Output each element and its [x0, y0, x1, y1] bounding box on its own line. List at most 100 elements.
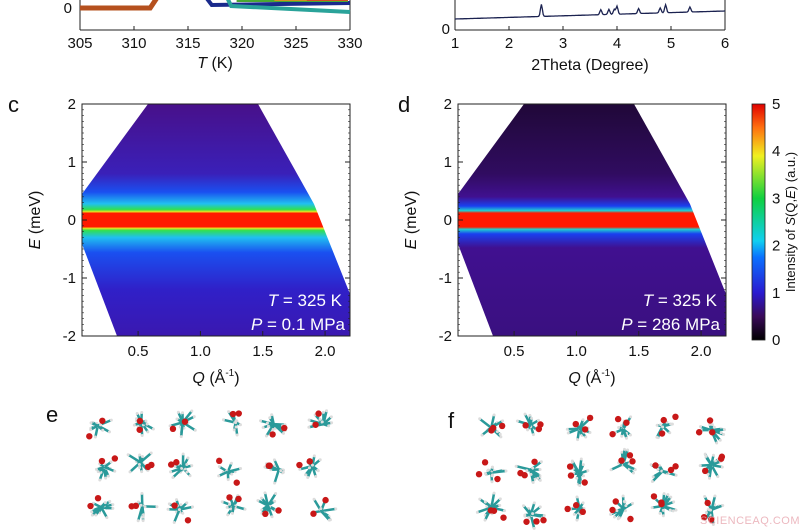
molecule-bond [94, 506, 103, 516]
hydrogen-atom [536, 418, 540, 422]
oxygen-atom [312, 421, 319, 428]
hydrogen-atom [259, 419, 263, 423]
molecule-bond [173, 509, 181, 523]
hydrogen-atom [576, 438, 580, 442]
molecule-bond [710, 495, 717, 511]
hydrogen-atom [668, 508, 672, 512]
oxygen-atom [581, 426, 589, 433]
panel-a-ytick: 0 [64, 0, 72, 17]
molecule-bond [578, 458, 583, 474]
hydrogen-atom [268, 416, 272, 420]
hydrogen-atom [90, 513, 94, 517]
molecule-bond [103, 465, 116, 473]
panel-b-diffraction-line [455, 2, 725, 20]
hydrogen-atom [538, 478, 542, 482]
hydrogen-atom [565, 427, 569, 431]
panel-a-xtick: 315 [175, 35, 200, 52]
hydrogen-atom [623, 500, 627, 504]
hydrogen-atom [217, 474, 221, 478]
oxygen-atom [540, 516, 547, 524]
hydrogen-atom [220, 500, 224, 504]
hydrogen-atom [504, 469, 508, 473]
molecule-bond [491, 469, 507, 474]
hydrogen-atom [699, 425, 703, 429]
hydrogen-atom [622, 447, 626, 451]
molecule-bond [529, 502, 536, 515]
hydrogen-atom [330, 421, 334, 425]
hydrogen-atom [620, 434, 624, 438]
oxygen-atom [718, 453, 726, 460]
colorbar-tick: 2 [772, 238, 780, 255]
molecule-bond [320, 507, 336, 513]
hydrogen-atom [190, 409, 194, 413]
molecule-bond [529, 468, 539, 480]
colorbar-tick: 5 [772, 96, 780, 113]
hydrogen-atom [579, 457, 583, 461]
oxygen-atom [535, 425, 543, 433]
oxygen-atom [709, 429, 716, 436]
hydrogen-atom [704, 454, 708, 458]
hydrogen-atom [273, 499, 277, 503]
panel-c-ytick: 0 [68, 212, 76, 229]
oxygen-atom [481, 459, 489, 466]
hydrogen-atom [486, 468, 490, 472]
molecule-bond [227, 410, 237, 424]
hydrogen-atom [103, 501, 107, 505]
hydrogen-atom [478, 497, 482, 501]
panel-d-ytick: -2 [439, 328, 452, 345]
hydrogen-atom [703, 495, 707, 499]
oxygen-atom [614, 415, 622, 423]
oxygen-atom [169, 425, 177, 433]
hydrogen-atom [631, 501, 635, 505]
hydrogen-atom [140, 470, 144, 474]
hydrogen-atom [89, 428, 93, 432]
oxygen-atom [564, 505, 571, 513]
hydrogen-atom [478, 417, 482, 421]
hydrogen-atom [719, 431, 723, 435]
hydrogen-atom [485, 504, 489, 508]
hydrogen-atom [662, 492, 666, 496]
oxygen-atom [322, 496, 329, 504]
molecule-bond [571, 461, 581, 475]
molecule-bond [127, 453, 142, 464]
panel-a-xtick: 320 [229, 35, 254, 52]
hydrogen-atom [625, 436, 629, 440]
oxygen-atom [171, 502, 178, 509]
oxygen-atom [652, 462, 659, 469]
hydrogen-atom [708, 508, 712, 512]
oxygen-atom [658, 430, 666, 437]
oxygen-atom [609, 506, 616, 514]
hydrogen-atom [261, 425, 265, 429]
oxygen-atom [229, 410, 237, 418]
hydrogen-atom [109, 418, 113, 422]
panel-b-xrd-plot: 0 1 2 3 4 5 6 2Theta (Degree) [442, 21, 730, 74]
hydrogen-atom [145, 422, 149, 426]
oxygen-atom [275, 507, 282, 514]
oxygen-atom [567, 472, 575, 479]
hydrogen-atom [105, 516, 109, 520]
hydrogen-atom [581, 418, 585, 422]
hydrogen-atom [107, 430, 111, 434]
hydrogen-atom [575, 476, 579, 480]
hydrogen-atom [632, 471, 636, 475]
hydrogen-atom [626, 448, 630, 452]
molecule-bond [490, 492, 496, 508]
hydrogen-atom [138, 466, 142, 470]
oxygen-atom [618, 457, 625, 464]
panel-b-ytick: 0 [442, 21, 450, 38]
panel-a-xtick: 330 [337, 35, 362, 52]
oxygen-atom [658, 499, 665, 506]
panel-c-ytick: -2 [63, 328, 76, 345]
molecule-bond [273, 459, 281, 471]
oxygen-atom [523, 518, 530, 525]
hydrogen-atom [661, 514, 665, 518]
hydrogen-atom [271, 428, 275, 432]
hydrogen-atom [234, 425, 238, 429]
hydrogen-atom [226, 478, 230, 482]
hydrogen-atom [538, 468, 542, 472]
hydrogen-atom [104, 476, 108, 480]
panel-e-molecular-snapshot [86, 409, 338, 524]
hydrogen-atom [572, 512, 576, 516]
oxygen-atom [627, 515, 634, 523]
panel-label-e: e [46, 402, 58, 427]
